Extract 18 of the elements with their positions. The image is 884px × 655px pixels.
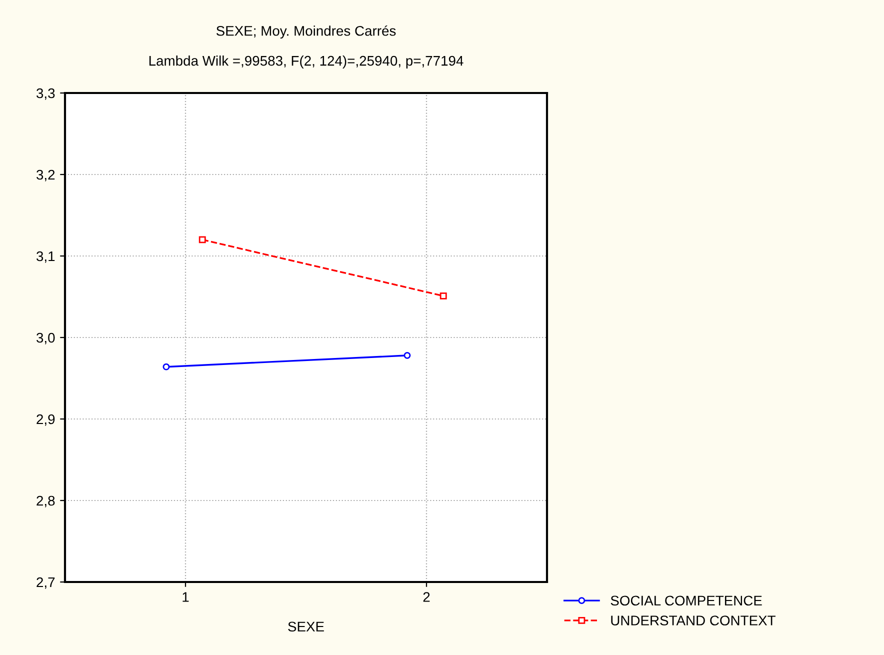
y-tick-label: 3,1: [36, 251, 55, 263]
point: [404, 352, 411, 359]
legend-label: UNDERSTAND CONTEXT: [611, 616, 776, 626]
y-tick-label: 2,8: [36, 496, 55, 508]
x-tick-label: 1: [182, 592, 189, 602]
x-axis-title: SEXE: [288, 622, 324, 632]
point: [440, 292, 447, 300]
y-tick-label: 2,9: [36, 414, 55, 426]
point: [162, 363, 170, 370]
y-tick-label: 3,0: [36, 332, 55, 344]
point: [198, 236, 206, 244]
y-tick-label: 3,3: [36, 88, 55, 100]
chart-title: SEXE; Moy. Moindres Carrés: [216, 25, 396, 39]
x-tick-label: 2: [423, 592, 430, 602]
y-tick-label: 2,7: [36, 577, 55, 589]
legend-label: SOCIAL COMPETENCE: [610, 596, 762, 606]
chart-subtitle: Lambda Wilk =,99583, F(2, 124)=,25940, p=,77194: [149, 56, 464, 68]
y-tick-label: 3,2: [36, 170, 55, 182]
